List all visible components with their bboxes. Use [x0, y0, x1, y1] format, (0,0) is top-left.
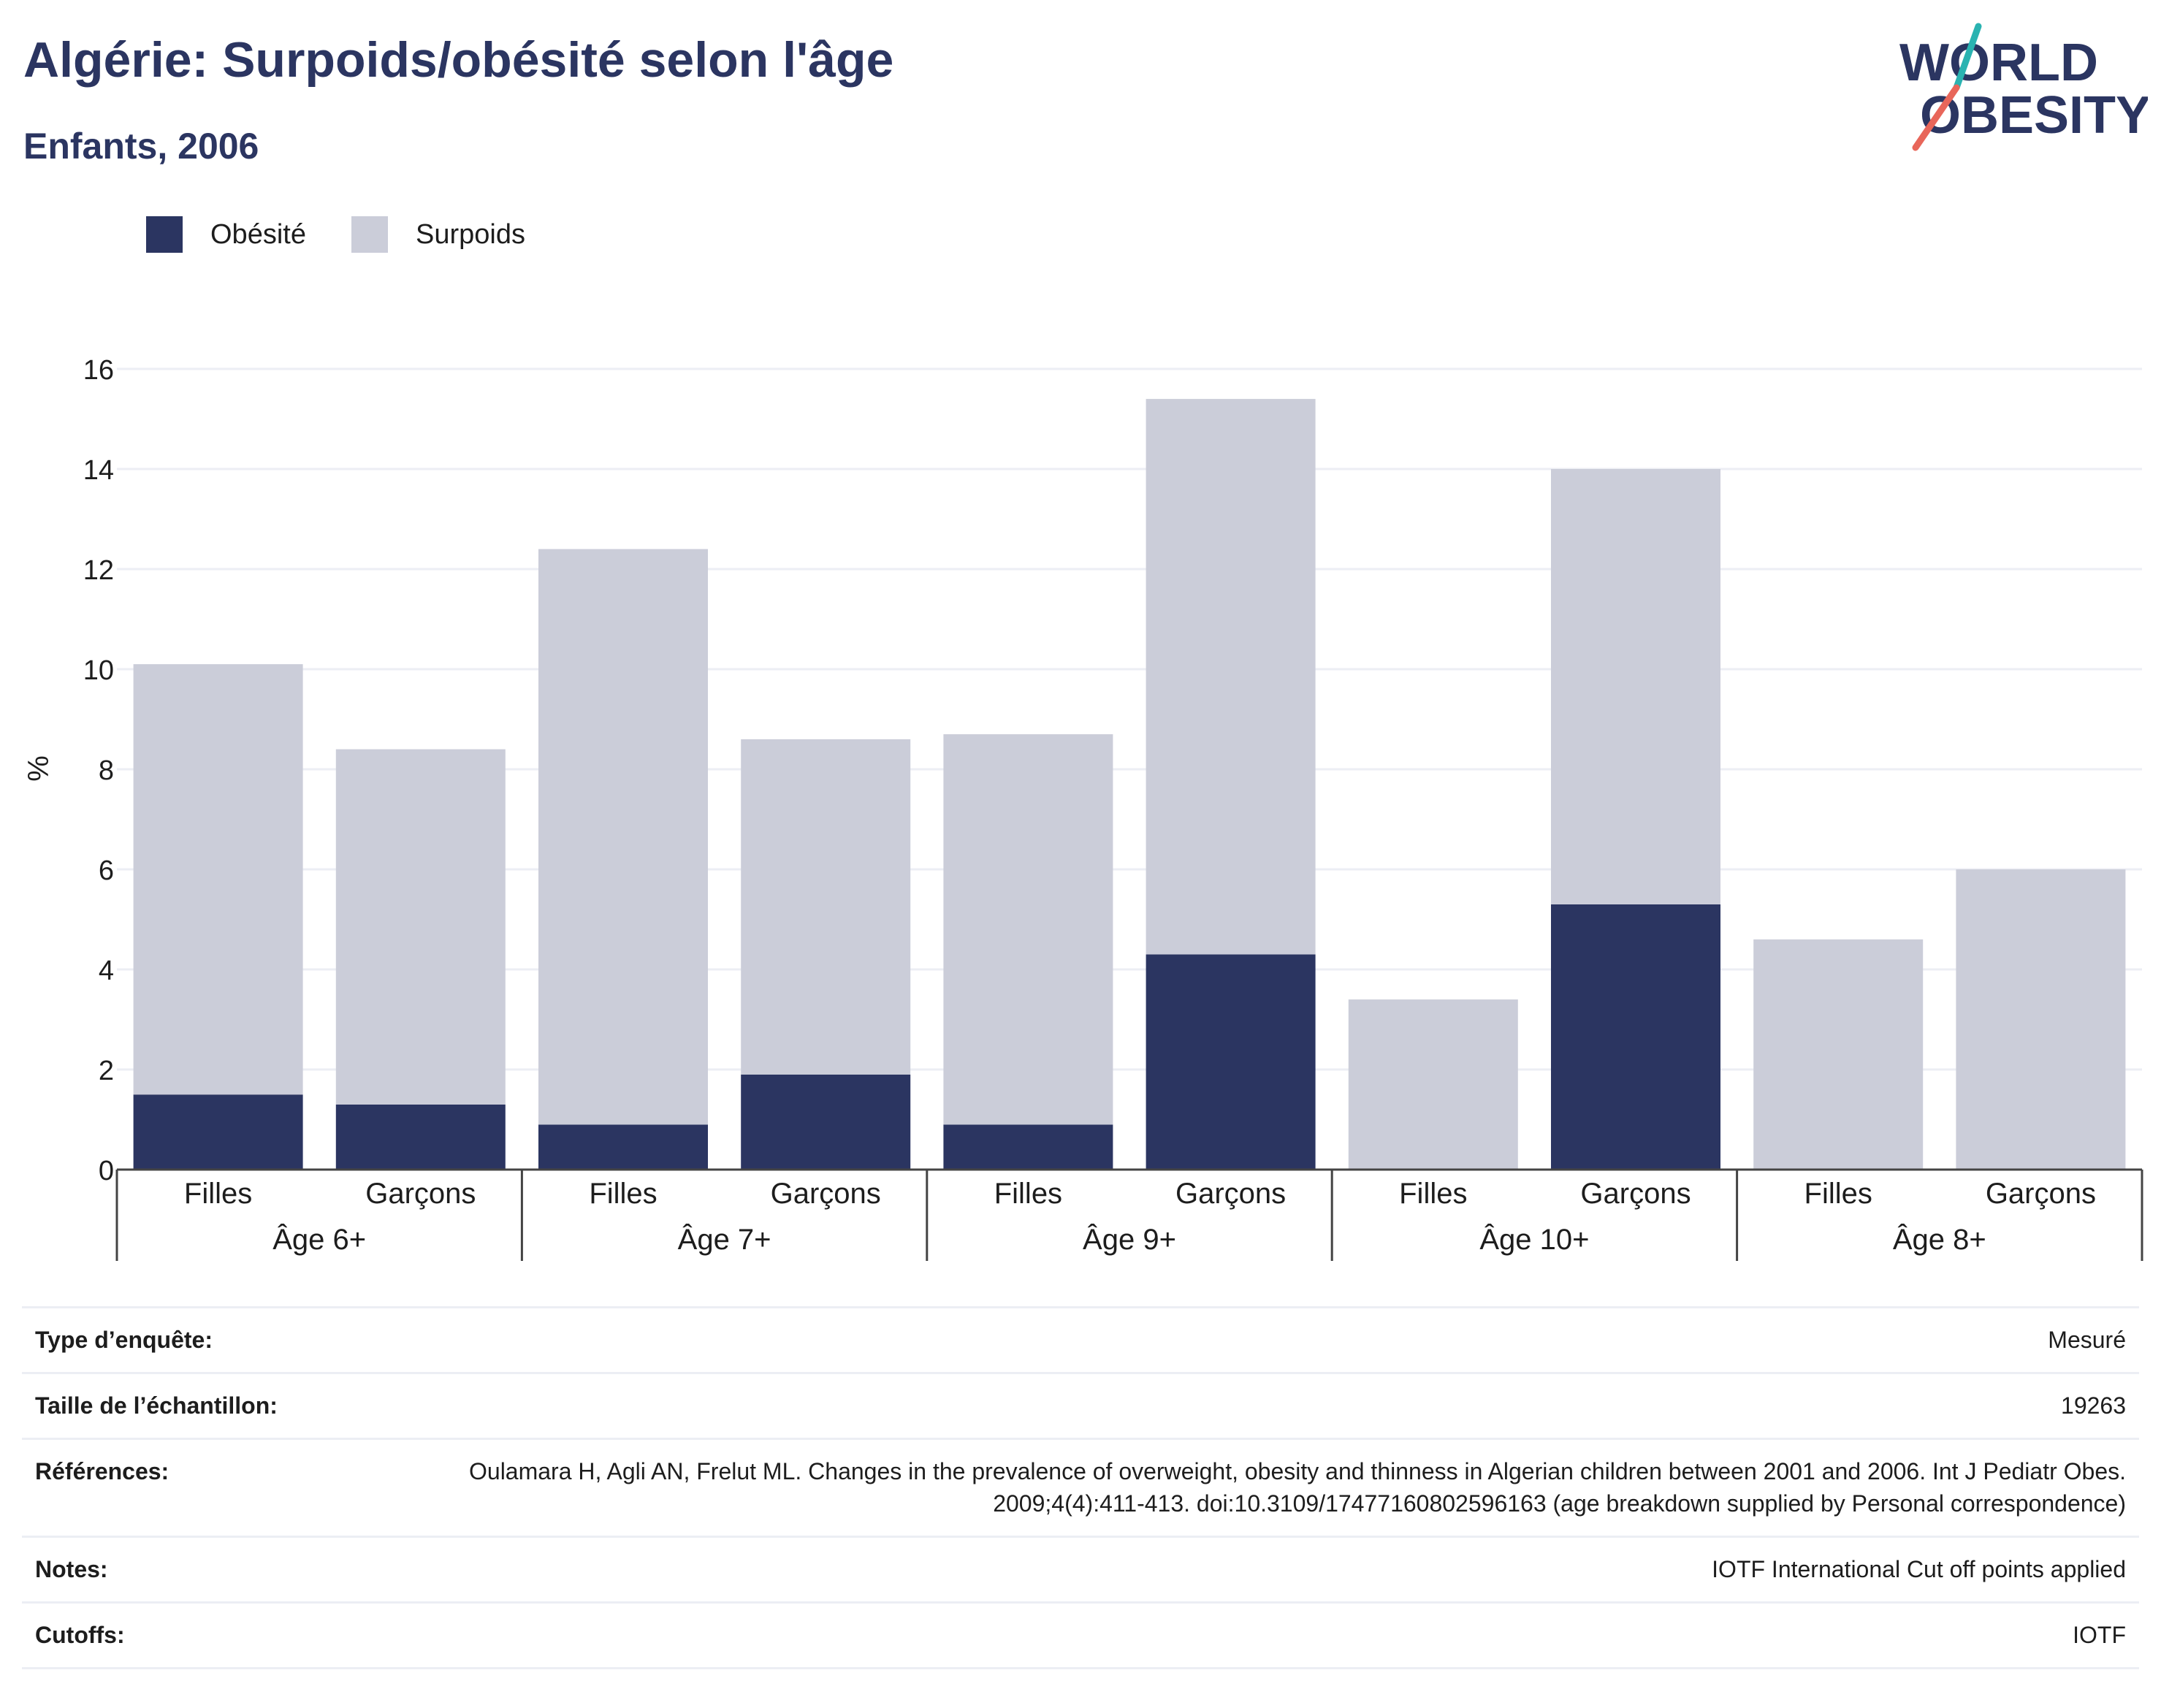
x-category-label: Filles: [1399, 1178, 1467, 1210]
legend-swatch-overweight: [351, 216, 388, 253]
legend-item-overweight[interactable]: Surpoids: [351, 216, 525, 253]
x-group-label: Âge 9+: [1083, 1223, 1176, 1256]
bar-overweight[interactable]: [1348, 999, 1518, 1170]
legend-label-obesity: Obésité: [210, 218, 306, 250]
bar-obesity[interactable]: [538, 1124, 708, 1170]
logo-red-slash: [1912, 84, 1960, 151]
x-category-label: Filles: [1804, 1178, 1872, 1210]
y-tick-label: 8: [99, 755, 114, 786]
y-tick-label: 0: [99, 1156, 114, 1186]
x-category-label: Garçons: [1580, 1178, 1691, 1210]
bar-obesity[interactable]: [1146, 954, 1316, 1170]
bar-overweight[interactable]: [335, 749, 506, 1105]
logo-line-1: WORLD: [1899, 34, 2098, 92]
info-row: Type d’enquête: Mesuré: [22, 1305, 2139, 1373]
info-value: IOTF: [413, 1601, 2139, 1670]
bar-obesity[interactable]: [943, 1124, 1113, 1170]
y-tick-label: 10: [83, 655, 114, 686]
y-axis-label: %: [23, 755, 55, 782]
chart-title: Algérie: Surpoids/obésité selon l'âge: [23, 32, 894, 88]
bar-overweight[interactable]: [1956, 869, 2126, 1170]
y-tick-label: 2: [99, 1056, 114, 1086]
x-group-label: Âge 6+: [272, 1223, 366, 1256]
info-label: Notes:: [22, 1535, 413, 1603]
info-row: Cutoffs: IOTF: [22, 1601, 2139, 1670]
bars: [133, 399, 2126, 1170]
bar-overweight[interactable]: [1753, 939, 1924, 1170]
x-category-label: Garçons: [365, 1178, 476, 1210]
info-label: Cutoffs:: [22, 1601, 413, 1670]
x-category-label: Garçons: [771, 1178, 881, 1210]
info-row: Références: Oulamara H, Agli AN, Frelut M…: [22, 1438, 2139, 1537]
info-value: Mesuré: [413, 1305, 2139, 1373]
x-group-label: Âge 7+: [678, 1223, 771, 1256]
bar-chart: 0 2 4 6 8 10 12 14 16 % Filles Garçons Âge 6+ Fille…: [23, 355, 2143, 1261]
y-tick-label: 4: [99, 956, 114, 986]
x-category-label: Garçons: [1175, 1178, 1286, 1210]
bar-obesity[interactable]: [133, 1094, 303, 1170]
y-tick-label: 16: [83, 355, 114, 386]
legend-label-overweight: Surpoids: [415, 218, 525, 250]
x-category-label: Garçons: [1986, 1178, 2096, 1210]
logo-teal-slash: [1953, 23, 1982, 91]
chart-subtitle: Enfants, 2006: [23, 126, 259, 167]
info-value: Oulamara H, Agli AN, Frelut ML. Changes …: [413, 1438, 2139, 1537]
legend-swatch-obesity: [146, 216, 183, 253]
info-label: Références:: [22, 1438, 413, 1537]
bar-obesity[interactable]: [335, 1104, 506, 1170]
world-obesity-logo: WORLD OBESITY: [1899, 23, 2148, 151]
info-value: 19263: [413, 1372, 2139, 1439]
bar-obesity[interactable]: [741, 1074, 911, 1170]
survey-info-table: Type d’enquête: Mesuré Taille de l’échanti…: [22, 1305, 2139, 1670]
x-category-label: Filles: [589, 1178, 657, 1210]
legend-item-obesity[interactable]: Obésité: [146, 216, 306, 253]
info-row: Notes: IOTF International Cut off points …: [22, 1535, 2139, 1603]
info-label: Type d’enquête:: [22, 1305, 413, 1373]
bar-overweight[interactable]: [943, 734, 1113, 1125]
bar-overweight[interactable]: [741, 739, 911, 1075]
logo-line-2: OBESITY: [1920, 86, 2148, 145]
info-label: Taille de l’échantillon:: [22, 1372, 413, 1439]
y-axis: 0 2 4 6 8 10 12 14 16: [83, 355, 114, 1186]
bar-overweight[interactable]: [133, 664, 303, 1095]
bar-overweight[interactable]: [538, 549, 708, 1125]
info-row: Taille de l’échantillon: 19263: [22, 1372, 2139, 1439]
bar-overweight[interactable]: [1551, 469, 1720, 904]
bar-overweight[interactable]: [1146, 399, 1316, 955]
bar-obesity[interactable]: [1551, 904, 1720, 1170]
info-value: IOTF International Cut off points applie…: [413, 1535, 2139, 1603]
y-tick-label: 12: [83, 555, 114, 586]
x-category-label: Filles: [184, 1178, 252, 1210]
x-group-label: Âge 10+: [1479, 1223, 1589, 1256]
y-tick-label: 14: [83, 455, 114, 486]
y-tick-label: 6: [99, 855, 114, 886]
legend: Obésité Surpoids: [146, 216, 571, 253]
x-group-label: Âge 8+: [1893, 1223, 1986, 1256]
x-category-label: Filles: [994, 1178, 1062, 1210]
